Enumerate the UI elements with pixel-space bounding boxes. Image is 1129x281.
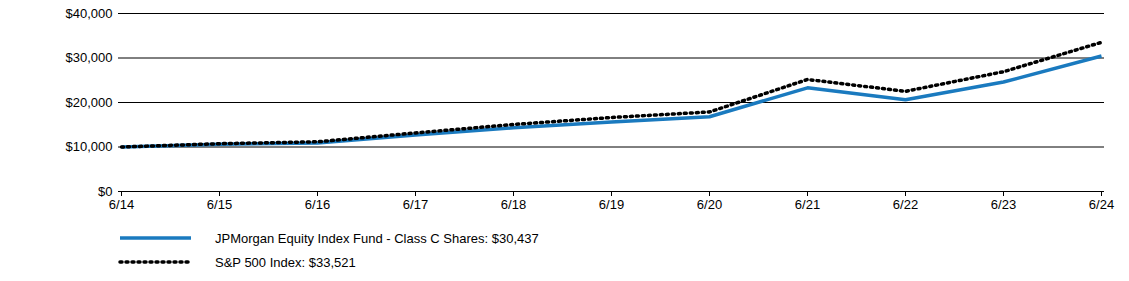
svg-text:6/15: 6/15 bbox=[207, 197, 232, 212]
html-text:JPMorgan Equity Index Fund - C: JPMorgan Equity Index Fund - Class C Sha… bbox=[215, 230, 539, 246]
svg-text:$30,000: $30,000 bbox=[66, 50, 113, 65]
svg-text:6/23: 6/23 bbox=[991, 197, 1016, 212]
svg-text:6/22: 6/22 bbox=[893, 197, 918, 212]
svg-text:$20,000: $20,000 bbox=[66, 95, 113, 110]
svg-text:6/21: 6/21 bbox=[795, 197, 820, 212]
svg-text:6/20: 6/20 bbox=[697, 197, 722, 212]
svg-text:6/24: 6/24 bbox=[1089, 197, 1114, 212]
svg-text:$0: $0 bbox=[98, 183, 113, 199]
svg-text:$40,000: $40,000 bbox=[66, 6, 113, 21]
svg-text:6/18: 6/18 bbox=[501, 197, 526, 212]
svg-text:6/14: 6/14 bbox=[109, 197, 134, 212]
svg-text:6/16: 6/16 bbox=[305, 197, 330, 212]
svg-text:6/19: 6/19 bbox=[599, 197, 624, 212]
svg-text:$10,000: $10,000 bbox=[66, 139, 113, 154]
html-text:S&P 500 Index: $33,521: S&P 500 Index: $33,521 bbox=[215, 254, 356, 270]
svg-text:6/17: 6/17 bbox=[403, 197, 428, 212]
